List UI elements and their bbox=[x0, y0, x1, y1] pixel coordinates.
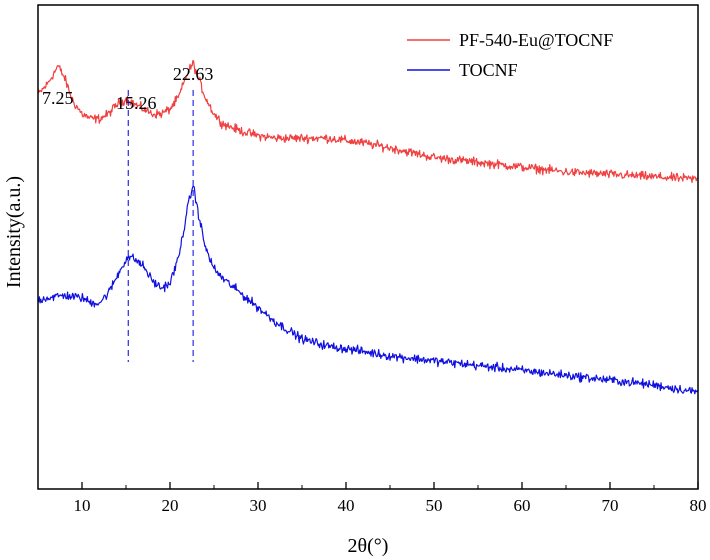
peak-annotations: 7.25 15.26 22.63 bbox=[42, 64, 213, 362]
x-tick-label-50: 50 bbox=[426, 496, 443, 515]
series-line-tocnf bbox=[37, 185, 699, 395]
x-tick-label-80: 80 bbox=[690, 496, 707, 515]
x-tick-label-20: 20 bbox=[162, 496, 179, 515]
x-tick-label-10: 10 bbox=[74, 496, 91, 515]
y-axis-title: Intensity(a.u.) bbox=[3, 176, 25, 288]
peak-label-7.25: 7.25 bbox=[42, 88, 74, 108]
x-axis: 10 20 30 40 50 60 70 80 bbox=[37, 482, 707, 515]
x-tick-label-60: 60 bbox=[514, 496, 531, 515]
x-tick-label-30: 30 bbox=[250, 496, 267, 515]
legend-label-tocnf: TOCNF bbox=[459, 60, 518, 80]
x-tick-label-70: 70 bbox=[602, 496, 619, 515]
plot-frame bbox=[37, 4, 699, 490]
x-tick-label-40: 40 bbox=[338, 496, 355, 515]
x-axis-title: 2θ(°) bbox=[348, 535, 389, 557]
plot-area bbox=[37, 60, 699, 395]
legend-label-pf-540-eu-tocnf: PF-540-Eu@TOCNF bbox=[459, 30, 613, 50]
legend: PF-540-Eu@TOCNF TOCNF bbox=[407, 30, 613, 80]
peak-label-22.63: 22.63 bbox=[173, 64, 214, 84]
series-line-pf-540-eu-tocnf bbox=[37, 60, 698, 184]
peak-label-15.26: 15.26 bbox=[116, 93, 157, 113]
